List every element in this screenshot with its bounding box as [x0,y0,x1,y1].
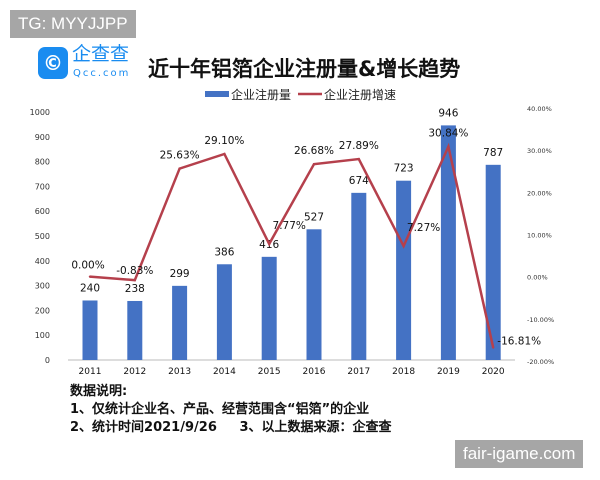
right-tick-label: 0.00% [527,274,548,282]
left-tick-label: 200 [35,306,50,315]
growth-point [402,244,405,248]
x-tick-label: 2012 [123,367,146,377]
bar-2012 [127,300,143,360]
logo-icon: © [38,47,68,79]
right-tick-label: 30.00% [527,147,552,155]
left-tick-label: 400 [35,257,50,266]
growth-label: 29.10% [204,135,244,147]
right-tick-label: 20.00% [527,189,552,197]
notes-heading: 数据说明: [70,384,128,399]
right-tick-label: 10.00% [527,232,552,240]
growth-point [312,162,316,166]
bar-2019 [440,125,456,360]
x-tick-label: 2018 [392,367,415,377]
left-tick-label: 100 [35,331,50,340]
left-tick-label: 300 [35,282,50,291]
bar-2011 [82,300,98,360]
growth-label: 0.00% [71,260,104,272]
bar-2013 [172,285,188,360]
growth-label: -0.83% [116,265,153,277]
notes-line2: 2、统计时间2021/9/26 3、以上数据来源：企查查 [70,420,392,435]
growth-label: -16.81% [497,336,541,348]
bar-2016 [306,229,322,360]
growth-label: 26.68% [294,145,334,157]
growth-point [268,242,271,246]
bar-label: 386 [214,246,234,258]
growth-point [492,346,495,349]
growth-point [223,152,226,156]
chart-title: 近十年铝箔企业注册量&增长趋势 [148,57,461,81]
bar-label: 946 [438,107,458,119]
logo-name: 企查查 [72,43,130,65]
right-tick-label: -20.00% [527,358,554,366]
growth-line [89,142,495,348]
legend-bar-swatch [205,91,229,97]
growth-point [178,167,181,170]
x-tick-label: 2016 [303,367,326,377]
left-tick-label: 600 [35,207,50,216]
growth-label: 7.27% [407,222,440,234]
right-tick-label: -10.00% [527,316,554,324]
bar-label: 723 [394,163,414,175]
bar-2018 [396,180,412,360]
left-tick-label: 800 [35,158,50,167]
bar-label: 527 [304,211,324,223]
growth-point [357,157,360,161]
left-tick-label: 1000 [30,108,50,117]
x-tick-label: 2014 [213,367,236,377]
left-tick-label: 700 [35,182,50,191]
logo-sub: Qcc.com [73,68,131,79]
right-tick-label: 40.00% [527,105,552,113]
left-tick-label: 900 [35,133,50,142]
watermark-bottom: fair-igame.com [455,440,584,468]
x-tick-label: 2020 [482,367,505,377]
bar-label: 240 [80,282,100,294]
bar-2017 [351,192,367,360]
growth-label: 27.89% [339,140,379,152]
x-tick-label: 2017 [347,367,370,377]
growth-label: 7.77% [273,220,306,232]
notes-line1: 1、仅统计企业名、产品、经营范围含“铝箔”的企业 [70,402,370,417]
left-tick-label: 500 [35,232,50,241]
growth-point [447,145,450,148]
left-tick-label: 0 [45,356,50,365]
legend-bar-label: 企业注册量 [231,87,291,102]
x-tick-label: 2013 [168,367,191,377]
bar-label: 299 [170,268,190,280]
growth-label: 25.63% [160,150,200,162]
watermark-top: TG: MYYJJPP [10,10,136,38]
growth-label: 30.84% [428,128,468,140]
growth-point [133,278,136,282]
bar-2020 [485,164,501,360]
growth-point [88,275,92,278]
bar-2014 [216,264,232,360]
x-tick-label: 2011 [79,367,102,377]
bar-2015 [261,256,277,360]
bar-label: 787 [483,147,503,159]
bar-label: 238 [125,283,145,295]
legend-line-label: 企业注册增速 [324,87,396,102]
x-tick-label: 2019 [437,367,460,377]
bar-label: 674 [349,175,369,187]
x-tick-label: 2015 [258,367,281,377]
